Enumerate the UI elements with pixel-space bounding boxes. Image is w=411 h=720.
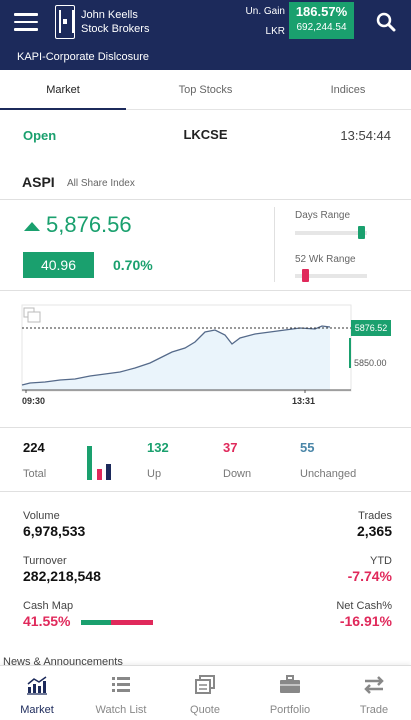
cashmap-bar-fill [81,620,111,625]
news-section-peek[interactable]: News & Announcements [0,655,411,665]
turnover-label: Turnover [23,555,67,567]
gain-label: Un. Gain [245,6,285,17]
x-label-start: 09:30 [22,396,45,406]
disclosure-banner[interactable]: KAPI-Corporate Dislcosure [0,44,411,70]
news-title: News & Announcements [3,656,123,665]
breadth-bar-unchanged [106,464,111,480]
unchanged-count: 55 [300,440,315,455]
exchange-name: LKCSE [183,127,228,142]
list-icon [112,677,130,692]
nav-quote[interactable]: Quote [168,666,242,720]
breadth-mini-chart [87,446,111,480]
active-tab-indicator [0,108,126,110]
nav-label-market: Market [20,704,54,716]
nav-label-portfolio: Portfolio [269,704,311,716]
market-state: Open [23,128,57,143]
menu-icon[interactable] [14,13,38,31]
gain-percent: 186.57% [295,4,348,19]
briefcase-icon [280,675,300,693]
up-count: 132 [147,440,169,455]
current-value-tag [351,320,391,336]
nav-label-quote: Quote [190,704,220,716]
ytd-label: YTD [370,555,392,567]
volume-value: 6,978,533 [23,523,86,539]
brand-line1: John Keells [81,9,138,21]
total-count: 224 [23,440,45,455]
index-header[interactable]: ASPI All Share Index [0,170,411,200]
nav-portfolio[interactable]: Portfolio [253,666,327,720]
nav-trade[interactable]: Trade [337,666,411,720]
index-price: 5,876.56 [46,212,132,237]
unchanged-label: Unchanged [300,468,357,480]
up-arrow-icon [24,222,40,231]
index-change: 40.96 [23,252,94,278]
down-count: 37 [223,440,238,455]
days-range-marker [358,226,365,239]
swap-arrows-icon [364,676,384,694]
ref-value-label: 5850.00 [354,358,387,368]
trades-label: Trades [358,510,392,522]
cashmap-bar [81,620,153,625]
breadth-bar-up [87,446,92,480]
index-name: All Share Index [67,178,135,189]
market-breadth: 224 Total 132 Up 37 Down 55 Unchanged [0,427,411,492]
quote-icon [195,675,215,694]
market-time: 13:54:44 [340,128,391,143]
days-range-label: Days Range [295,210,351,221]
wk-range-bar [295,269,367,282]
x-label-end: 13:31 [292,396,315,406]
brand-line2: Stock Brokers [81,23,150,35]
market-tabs: Market Top Stocks Indices [0,70,411,110]
index-change-percent: 0.70% [113,257,153,273]
intraday-chart[interactable]: 5876.52 5850.00 09:30 13:31 [0,300,411,418]
ytd-value: -7.74% [347,568,392,584]
total-label: Total [23,468,47,480]
netcash-label: Net Cash% [336,600,392,612]
up-label: Up [147,468,162,480]
bottom-nav: Market Watch List Quote Portfolio Trade [0,665,411,720]
volume-label: Volume [23,510,60,522]
chart-type-icon[interactable] [23,307,41,323]
breadth-bar-down [97,469,102,480]
days-range-bar [295,226,367,239]
market-status: LKCSE Open 13:54:44 [0,120,411,150]
divider [274,207,275,282]
nav-label-watch-list: Watch List [95,704,147,716]
down-label: Down [223,468,252,480]
search-icon[interactable] [376,12,396,32]
brand-name: John Keells Stock Brokers [81,8,149,36]
cashmap-value: 41.55% [23,613,71,629]
app-header: John Keells Stock Brokers Un. Gain LKR 1… [0,0,411,44]
index-price-section: 5,876.56 40.96 0.70% Days Range 52 Wk Ra… [0,201,411,291]
nav-watch-list[interactable]: Watch List [84,666,158,720]
netcash-value: -16.91% [339,613,392,629]
tab-top-stocks[interactable]: Top Stocks [178,84,233,96]
wk-range-marker [302,269,309,282]
turnover-value: 282,218,548 [23,568,101,584]
gain-value: 692,244.54 [296,22,347,33]
tab-indices[interactable]: Indices [330,84,366,96]
currency-label: LKR [265,26,285,37]
index-code: ASPI [22,174,55,190]
nav-market[interactable]: Market [0,666,74,720]
cashmap-label: Cash Map [23,600,74,612]
chart-line [21,325,331,386]
chart-edge-marker [349,338,351,368]
chart-area [22,326,330,390]
brand-logo [55,5,75,39]
unrealized-gain-badge[interactable]: 186.57% 692,244.54 [289,2,354,39]
tab-market[interactable]: Market [46,84,80,96]
nav-label-trade: Trade [359,704,389,716]
chart-icon [27,676,47,695]
current-value-label: 5876.52 [355,323,388,333]
wk-range-label: 52 Wk Range [295,254,356,265]
trades-value: 2,365 [356,523,392,539]
